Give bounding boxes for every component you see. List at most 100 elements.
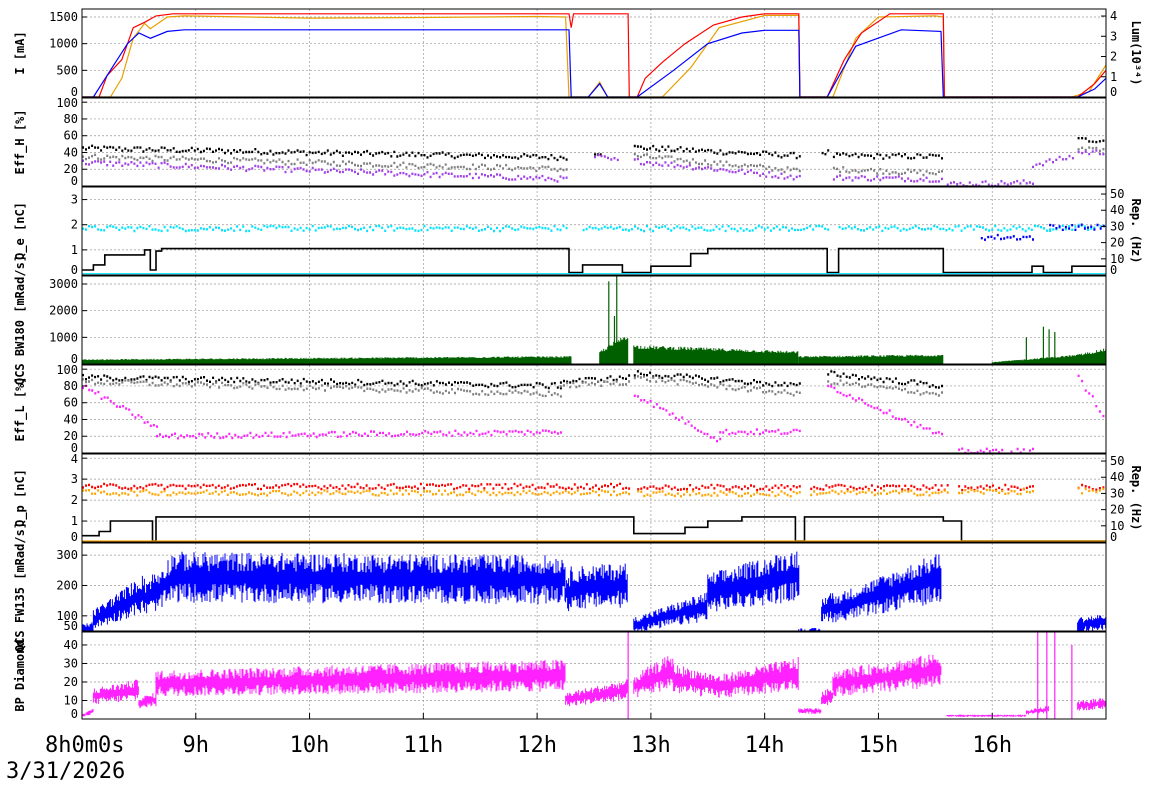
y-tick-label: 20 bbox=[64, 675, 78, 689]
y-tick-label: 3000 bbox=[49, 277, 78, 291]
y-tick-label: 60 bbox=[64, 396, 78, 410]
series-dots-q_e-0 bbox=[82, 226, 568, 231]
series-band-bp_diamond-0 bbox=[82, 709, 93, 717]
series-band-qcs_bw180-0 bbox=[634, 346, 798, 365]
series-band-bp_diamond-0 bbox=[674, 664, 719, 697]
series-band-qcs_bw180-0 bbox=[992, 355, 1077, 364]
series-band-bp_diamond-0 bbox=[566, 679, 628, 706]
series-band-qcs_fw135-0 bbox=[708, 552, 799, 612]
series-dots-q_p-0 bbox=[637, 485, 801, 490]
x-tick-label: 12h bbox=[517, 733, 557, 758]
y-tick-label: 1 bbox=[71, 514, 78, 528]
y-tick-label: 60 bbox=[64, 129, 78, 143]
right-axis-label-q_e: Rep. (Hz) bbox=[1129, 198, 1143, 263]
series-band-qcs_fw135-0 bbox=[156, 556, 173, 607]
series-group bbox=[82, 225, 1108, 274]
y-tick-label: 1500 bbox=[49, 10, 78, 24]
y-tick-label: 200 bbox=[56, 578, 78, 592]
y-tick-label: 10 bbox=[64, 693, 78, 707]
right-axis-label-q_p: Rep. (Hz) bbox=[1129, 465, 1143, 530]
series-band-bp_diamond-0 bbox=[799, 708, 821, 714]
series-band-bp_diamond-0 bbox=[822, 689, 833, 705]
x-tick-label: 13h bbox=[631, 733, 671, 758]
x-tick-label: 15h bbox=[859, 733, 899, 758]
y-tick-label: 40 bbox=[64, 638, 78, 652]
series-band-qcs_fw135-0 bbox=[571, 564, 627, 609]
y-axis-label-qcs_bw180: QCS BW180 [mRad/s] bbox=[13, 255, 27, 385]
y-axis-label-bp_diamond: BP Diamond bbox=[13, 639, 27, 711]
right-tick-label: 40 bbox=[1110, 203, 1124, 217]
series-dots-q_p-1 bbox=[637, 491, 801, 496]
right-tick-label: 10 bbox=[1110, 519, 1124, 533]
series-band-qcs_fw135-0 bbox=[634, 593, 707, 631]
series-dots-eff_l-1 bbox=[82, 379, 562, 396]
y-tick-label: 1 bbox=[71, 243, 78, 257]
series-step-q_p-2 bbox=[82, 517, 1106, 541]
y-axis-label-eff_h: Eff_H [%] bbox=[13, 109, 28, 174]
series-dots-eff_h-2 bbox=[1032, 156, 1074, 167]
right-tick-label: 30 bbox=[1110, 219, 1124, 233]
y-tick-label: 100 bbox=[56, 363, 78, 377]
series-dots-q_p-1 bbox=[958, 489, 1034, 494]
series-dots-eff_h-0 bbox=[822, 150, 830, 154]
y-axis-label-current: I [mA] bbox=[13, 31, 27, 74]
right-tick-label: 20 bbox=[1110, 503, 1124, 517]
series-band-bp_diamond-0 bbox=[833, 655, 941, 697]
series-dots-q_p-0 bbox=[810, 485, 949, 490]
series-dots-eff_l-2 bbox=[82, 386, 158, 427]
y-tick-label: 4 bbox=[71, 452, 78, 466]
series-dots-eff_h-0 bbox=[1078, 138, 1108, 142]
series-dots-eff_h-2 bbox=[833, 176, 943, 182]
x-tick-label: 16h bbox=[972, 733, 1012, 758]
y-tick-label: 2 bbox=[71, 218, 78, 232]
series-band-bp_diamond-0 bbox=[1078, 698, 1106, 710]
y-tick-label: 40 bbox=[64, 145, 78, 159]
y-axis-label-q_p: Q_p [nC] bbox=[13, 469, 28, 527]
series-band-qcs_fw135-0 bbox=[566, 570, 571, 611]
y-tick-label: 300 bbox=[56, 548, 78, 562]
series-dots-eff_h-1 bbox=[833, 167, 943, 175]
date-label: 3/31/2026 bbox=[6, 759, 125, 782]
series-band-bp_diamond-0 bbox=[634, 656, 673, 697]
series-group bbox=[82, 371, 1108, 454]
series-line-current-0 bbox=[82, 15, 1106, 97]
series-dots-eff_l-0 bbox=[560, 376, 630, 383]
right-tick-label: 40 bbox=[1110, 470, 1124, 484]
y-tick-label: 100 bbox=[56, 96, 78, 110]
series-dots-eff_h-1 bbox=[1078, 148, 1108, 151]
right-tick-label: 50 bbox=[1110, 187, 1124, 201]
series-band-qcs_fw135-0 bbox=[822, 593, 833, 621]
y-tick-label: 500 bbox=[56, 63, 78, 77]
right-tick-label: 1 bbox=[1110, 70, 1117, 84]
series-band-bp_diamond-0 bbox=[139, 693, 156, 708]
series-dots-eff_l-2 bbox=[1078, 376, 1108, 417]
series-dots-q_e-0 bbox=[839, 226, 1052, 231]
panel-frame-qcs_bw180 bbox=[82, 276, 1106, 364]
y-tick-label: 0 bbox=[71, 530, 78, 544]
series-line-current-1 bbox=[82, 14, 1106, 97]
series-band-qcs_bw180-0 bbox=[1078, 349, 1106, 364]
series-band-qcs_bw180-0 bbox=[799, 355, 943, 364]
series-dots-q_e-0 bbox=[583, 226, 830, 231]
series-dots-eff_h-0 bbox=[833, 153, 943, 158]
y-tick-label: 3 bbox=[71, 193, 78, 207]
series-line-current-2 bbox=[82, 30, 1106, 97]
y-tick-label: 2000 bbox=[49, 304, 78, 318]
series-band-qcs_fw135-0 bbox=[833, 554, 941, 622]
series-dots-eff_l-2 bbox=[719, 430, 801, 435]
y-tick-label: 0 bbox=[71, 707, 78, 721]
series-step-q_e-2 bbox=[82, 249, 1106, 273]
series-band-bp_diamond-0 bbox=[719, 657, 798, 698]
series-band-qcs_fw135-0 bbox=[93, 576, 144, 628]
series-dots-q_p-1 bbox=[82, 490, 630, 495]
x-tick-label: 9h bbox=[183, 733, 210, 758]
series-band-qcs_fw135-0 bbox=[173, 552, 565, 604]
right-tick-label: 3 bbox=[1110, 29, 1117, 43]
series-group bbox=[82, 14, 1106, 97]
